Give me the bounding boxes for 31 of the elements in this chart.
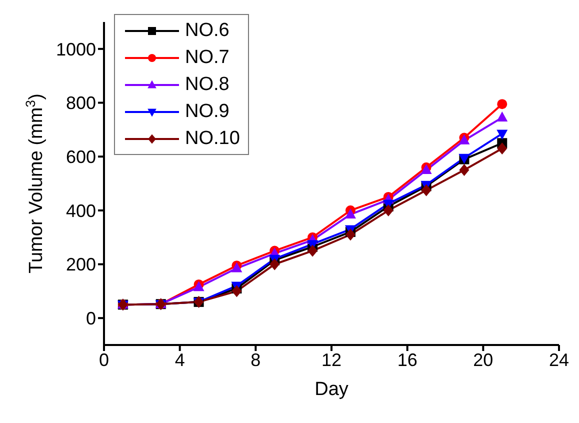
y-tick-label: 1000	[56, 39, 96, 60]
legend-label: NO.6	[185, 20, 230, 42]
y-tick-label: 400	[66, 200, 96, 221]
point	[421, 184, 432, 196]
legend-label: NO.8	[185, 74, 230, 96]
point	[496, 112, 508, 122]
x-tick-label: 4	[174, 350, 185, 370]
point	[270, 258, 280, 270]
point	[459, 164, 470, 176]
x-tick-label: 8	[250, 350, 261, 370]
y-tick-label: 600	[66, 146, 96, 167]
point	[383, 204, 394, 216]
point	[497, 99, 508, 110]
point	[497, 142, 508, 155]
x-tick-label: 12	[321, 350, 342, 370]
legend-label: NO.7	[185, 46, 230, 68]
point	[308, 244, 318, 257]
legend-label: NO.10	[185, 128, 240, 150]
legend-label: NO.9	[185, 100, 230, 122]
point	[345, 228, 356, 241]
x-tick-label: 0	[98, 350, 110, 370]
point	[496, 130, 508, 140]
y-tick-label: 0	[86, 308, 96, 328]
y-tick-label: 200	[66, 254, 96, 275]
point	[232, 285, 242, 298]
point	[344, 208, 356, 218]
x-axis-title: Day	[314, 379, 349, 400]
y-tick-label: 800	[66, 93, 96, 114]
x-tick-label: 24	[548, 350, 570, 370]
x-tick-label: 16	[397, 350, 418, 370]
x-tick-label: 20	[473, 350, 494, 370]
